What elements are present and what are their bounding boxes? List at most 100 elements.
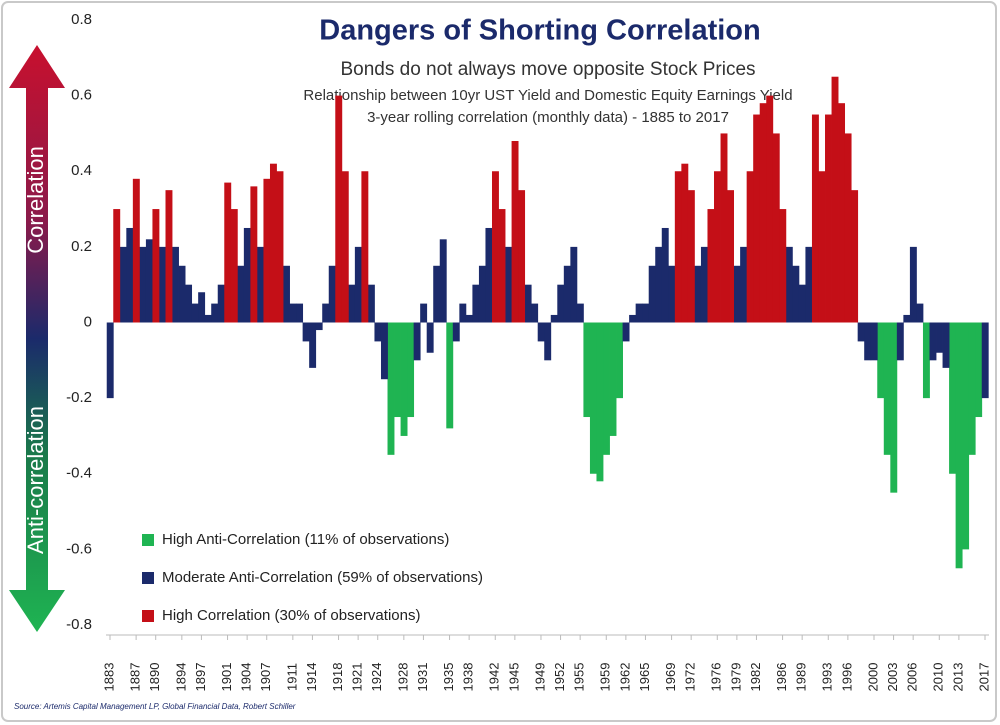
bar [145, 239, 153, 323]
bar [446, 322, 454, 429]
bar [400, 322, 408, 436]
bar [838, 103, 846, 323]
bar [864, 322, 872, 361]
bar [518, 190, 526, 323]
x-tick-label: 1918 [330, 663, 345, 692]
bar [185, 284, 193, 323]
bar [119, 246, 127, 323]
x-tick-label: 1972 [683, 663, 698, 692]
bar [459, 303, 467, 323]
x-tick-label: 2003 [885, 663, 900, 692]
bar [870, 322, 878, 361]
bar [165, 190, 173, 323]
bar [243, 227, 251, 323]
x-tick-label: 1969 [663, 663, 678, 692]
bar [498, 209, 506, 323]
subtitle: Bonds do not always move opposite Stock … [340, 59, 755, 80]
bar [296, 303, 304, 323]
bar [811, 114, 819, 323]
bar [655, 246, 663, 323]
bar [152, 209, 160, 323]
bar [465, 314, 473, 323]
bar [720, 133, 728, 323]
bar [727, 190, 735, 323]
bar [341, 171, 349, 323]
bar [361, 171, 369, 323]
bar [661, 227, 669, 323]
y-tick-label: 0.4 [71, 162, 92, 179]
bar [380, 322, 388, 380]
bar [563, 265, 571, 323]
x-tick-label: 1993 [820, 663, 835, 692]
bar [583, 322, 591, 418]
description: Relationship between 10yr UST Yield and … [303, 87, 792, 104]
bar [857, 322, 865, 342]
x-tick-label: 1955 [572, 663, 587, 692]
bar [367, 284, 375, 323]
bar [740, 246, 748, 323]
x-tick-label: 1901 [219, 663, 234, 692]
bar [642, 303, 650, 323]
bar [955, 322, 963, 569]
x-tick-label: 1907 [258, 663, 273, 692]
bar [936, 322, 943, 353]
bar [779, 209, 787, 323]
bar [949, 322, 957, 474]
bar [922, 322, 930, 399]
x-tick-label: 1986 [774, 663, 789, 692]
bar [204, 314, 212, 323]
correlation-arrow [9, 45, 65, 632]
x-tick-label: 1996 [839, 663, 854, 692]
bar [629, 314, 637, 323]
bar [792, 265, 800, 323]
bar [557, 284, 565, 323]
bar [798, 284, 806, 323]
bar [237, 265, 245, 323]
bar [805, 246, 813, 323]
bar [772, 133, 780, 323]
bar [524, 284, 532, 323]
y-tick-label: 0.6 [71, 87, 92, 104]
bar [374, 322, 382, 342]
bar [550, 314, 558, 323]
bar [191, 303, 199, 323]
x-tick-label: 1914 [304, 663, 319, 692]
bar [426, 322, 434, 353]
x-tick-label: 1924 [369, 663, 384, 692]
bar [478, 265, 486, 323]
y-tick-label: -0.6 [66, 540, 92, 557]
chart-title: Dangers of Shorting Correlation [319, 15, 760, 47]
bar [269, 163, 277, 323]
bar [694, 265, 702, 323]
description: 3-year rolling correlation (monthly data… [367, 109, 729, 126]
x-tick-label: 2000 [865, 663, 880, 692]
bar [224, 182, 232, 323]
x-tick-label: 1931 [415, 663, 430, 692]
bar [883, 322, 891, 455]
legend-swatch [142, 610, 154, 622]
bar [766, 95, 774, 323]
x-tick-label: 1962 [617, 663, 632, 692]
legend-label: Moderate Anti-Correlation (59% of observ… [162, 569, 483, 586]
bar [635, 303, 643, 323]
bar [139, 246, 147, 323]
bar [890, 322, 898, 493]
bar [407, 322, 415, 418]
bar [733, 265, 741, 323]
bar [981, 322, 989, 399]
bar [929, 322, 937, 361]
x-tick-label: 1965 [637, 663, 652, 692]
bar [648, 265, 656, 323]
bar [348, 284, 356, 323]
bar [616, 322, 623, 399]
bar [505, 246, 512, 323]
bar [942, 322, 950, 368]
bar [354, 246, 362, 323]
side-label: Anti-correlation [23, 406, 48, 554]
x-tick-label: 2006 [905, 663, 920, 692]
x-tick-label: 1945 [506, 663, 521, 692]
bar [511, 141, 519, 323]
bar [328, 265, 336, 323]
bar [217, 284, 225, 323]
